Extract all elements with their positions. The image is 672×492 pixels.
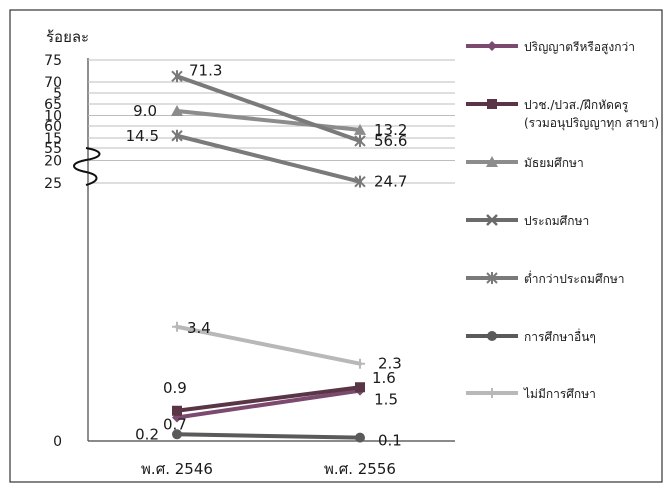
y-tick-label: 15	[44, 131, 62, 147]
series-line	[175, 324, 362, 366]
y-axis-label: ร้อยละ	[46, 28, 89, 46]
legend-item: ไม่มีการศึกษา	[466, 387, 596, 401]
data-point	[354, 123, 366, 135]
legend-label: การศึกษาอื่นๆ	[524, 328, 596, 344]
y-tick-label: 20	[44, 154, 62, 170]
y-tick-label: 0	[53, 434, 62, 450]
data-point	[355, 382, 365, 393]
data-label: 0.2	[135, 425, 159, 443]
axis-break-icon	[73, 147, 101, 186]
legend-label: ต่ำกว่าประถมศึกษา	[524, 270, 625, 286]
data-point	[172, 429, 182, 440]
legend-label: ปวช./ปวส./ฝึกหัดครู(รวมอนุปริญญาทุก สาขา…	[524, 98, 659, 131]
y-tick-label: 25	[44, 176, 62, 192]
data-label: 1.5	[374, 391, 398, 409]
y-tick-label: 60	[44, 119, 62, 135]
legend-label: มัธยมศึกษา	[524, 156, 584, 170]
series-2	[171, 105, 366, 135]
data-point	[354, 134, 366, 147]
series-line	[175, 74, 362, 143]
legend-marker	[486, 156, 498, 167]
data-point	[171, 129, 183, 142]
legend-label: ปริญญาตรีหรือสูงกว่า	[524, 40, 635, 55]
data-point	[172, 405, 182, 416]
legend-marker	[487, 388, 497, 398]
series-6	[172, 429, 365, 443]
legend-item: มัธยมศึกษา	[466, 156, 584, 170]
legend-marker	[486, 214, 498, 226]
y-tick-label: 55	[44, 141, 62, 157]
data-label: 0.9	[163, 379, 187, 397]
legend-marker	[486, 272, 498, 284]
x-tick-label: พ.ศ. 2556	[324, 460, 396, 478]
data-point	[355, 358, 365, 369]
data-point	[172, 321, 182, 332]
x-tick-label: พ.ศ. 2546	[141, 460, 213, 478]
series-line	[175, 385, 362, 413]
data-label: 1.6	[372, 369, 396, 387]
data-label: 0.7	[163, 415, 187, 433]
data-point	[171, 105, 183, 116]
series-line	[175, 432, 362, 440]
data-point	[355, 432, 365, 443]
data-label: 14.5	[126, 127, 159, 145]
series-line	[175, 109, 362, 132]
data-point	[171, 70, 183, 83]
legend-marker	[487, 41, 497, 51]
data-label: 71.3	[189, 61, 222, 79]
legend-item: ปวช./ปวส./ฝึกหัดครู(รวมอนุปริญญาทุก สาขา…	[466, 98, 659, 131]
y-tick-label: 10	[44, 109, 62, 125]
y-tick-label: 75	[44, 53, 62, 69]
y-tick-label: 65	[44, 97, 62, 113]
series-1	[172, 382, 365, 416]
data-point	[354, 175, 366, 188]
data-label: 3.4	[187, 319, 211, 337]
data-label: 13.2	[374, 121, 407, 139]
data-label: 2.3	[378, 355, 402, 373]
data-label: 9.0	[133, 102, 157, 120]
data-label: 24.7	[374, 173, 407, 191]
legend-label: ประถมศึกษา	[524, 214, 589, 228]
legend-item: ปริญญาตรีหรือสูงกว่า	[466, 40, 635, 55]
y-tick-label: 70	[44, 75, 62, 91]
legend-marker	[487, 331, 497, 341]
series-7	[172, 321, 365, 369]
legend-item: การศึกษาอื่นๆ	[466, 328, 596, 344]
legend-label: ไม่มีการศึกษา	[523, 387, 596, 401]
series-4	[171, 70, 366, 147]
legend-item: ประถมศึกษา	[466, 214, 589, 228]
legend-item: ต่ำกว่าประถมศึกษา	[466, 270, 625, 286]
series-line	[175, 388, 362, 420]
data-label: 0.1	[378, 432, 402, 450]
y-tick-label: 5	[53, 86, 62, 102]
series-line	[175, 133, 362, 184]
data-label: 56.6	[374, 132, 407, 150]
legend-marker	[487, 99, 497, 109]
series-5	[171, 129, 366, 188]
